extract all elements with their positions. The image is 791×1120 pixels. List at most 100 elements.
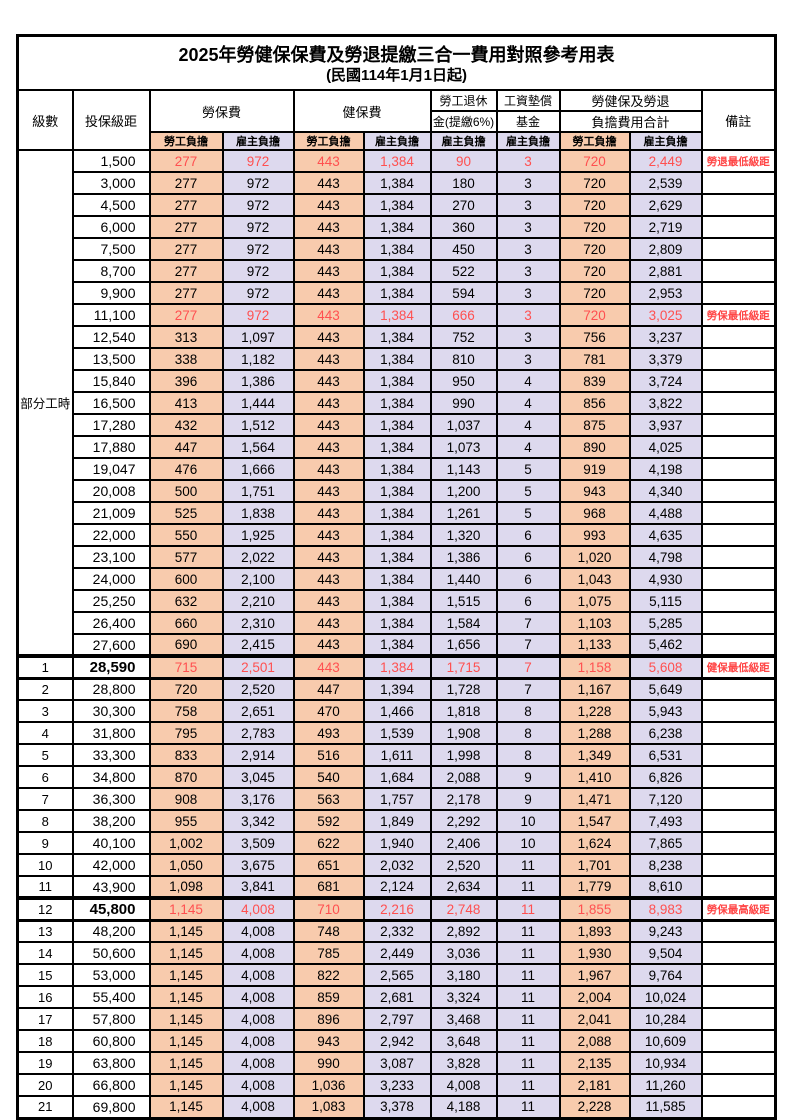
- remark-cell: [700, 875, 777, 899]
- table-row: 12,540 313 1,097 443 1,384 752 3 756 3,237: [18, 325, 777, 349]
- total-employee-cell: 1,893: [558, 919, 631, 943]
- remark-cell: [700, 985, 777, 1009]
- labor-employee-cell: 660: [148, 611, 224, 635]
- health-employee-cell: 563: [292, 787, 365, 811]
- pension-employer-cell: 1,261: [429, 501, 498, 525]
- remark-cell: [700, 699, 777, 723]
- wage-fund-employer-cell: 3: [495, 281, 561, 305]
- labor-employee-cell: 632: [148, 589, 224, 613]
- labor-employer-cell: 3,841: [221, 875, 295, 899]
- salary-bracket-cell: 13,500: [71, 347, 151, 371]
- wage-fund-employer-cell: 5: [495, 479, 561, 503]
- salary-bracket-cell: 30,300: [71, 699, 151, 723]
- health-employer-cell: 1,384: [362, 523, 432, 547]
- salary-bracket-cell: 26,400: [71, 611, 151, 635]
- salary-bracket-cell: 36,300: [71, 787, 151, 811]
- labor-employee-cell: 1,145: [148, 985, 224, 1009]
- wage-fund-employer-cell: 6: [495, 545, 561, 569]
- table-row: 3 30,300 758 2,651 470 1,466 1,818 8 1,228 5,943: [16, 699, 777, 723]
- remark-cell: [700, 325, 777, 349]
- total-employee-cell: 2,181: [558, 1073, 631, 1097]
- pension-employer-cell: 810: [429, 347, 498, 371]
- labor-employee-cell: 955: [148, 809, 224, 833]
- total-employee-cell: 720: [558, 303, 631, 327]
- labor-employee-cell: 795: [148, 721, 224, 745]
- labor-employee-cell: 715: [148, 654, 224, 680]
- total-employee-cell: 1,288: [558, 721, 631, 745]
- salary-bracket-cell: 3,000: [71, 171, 151, 195]
- level-cell: 7: [16, 787, 74, 811]
- health-employee-cell: 592: [292, 809, 365, 833]
- salary-bracket-cell: 43,900: [71, 875, 151, 899]
- labor-employer-cell: 972: [221, 281, 295, 305]
- total-employer-cell: 2,881: [628, 259, 703, 283]
- health-employee-cell: 443: [292, 589, 365, 613]
- salary-bracket-cell: 21,009: [71, 501, 151, 525]
- pension-employer-cell: 2,406: [429, 831, 498, 855]
- pension-employer-cell: 2,892: [429, 919, 498, 943]
- salary-bracket-cell: 55,400: [71, 985, 151, 1009]
- health-employee-cell: 443: [292, 457, 365, 481]
- total-employee-cell: 1,930: [558, 941, 631, 965]
- salary-bracket-cell: 57,800: [71, 1007, 151, 1031]
- health-employer-cell: 1,757: [362, 787, 432, 811]
- health-employer-cell: 1,849: [362, 809, 432, 833]
- salary-bracket-cell: 8,700: [71, 259, 151, 283]
- salary-bracket-cell: 38,200: [71, 809, 151, 833]
- total-employee-cell: 2,004: [558, 985, 631, 1009]
- total-employer-cell: 10,609: [628, 1029, 703, 1053]
- wage-fund-employer-cell: 7: [495, 654, 561, 680]
- total-employer-cell: 5,462: [628, 633, 703, 657]
- remark-cell: [700, 193, 777, 217]
- total-employer-cell: 6,531: [628, 743, 703, 767]
- level-cell: 12: [16, 896, 74, 922]
- labor-employee-cell: 758: [148, 699, 224, 723]
- salary-bracket-cell: 22,000: [71, 523, 151, 547]
- health-employee-cell: 443: [292, 633, 365, 657]
- health-employer-cell: 2,032: [362, 853, 432, 877]
- wage-fund-employer-cell: 8: [495, 699, 561, 723]
- total-employee-cell: 720: [558, 259, 631, 283]
- pension-employer-cell: 1,584: [429, 611, 498, 635]
- labor-employee-cell: 1,145: [148, 1095, 224, 1119]
- table-row: 5 33,300 833 2,914 516 1,611 1,998 8 1,349 6,531: [16, 743, 777, 767]
- level-cell: 15: [16, 963, 74, 987]
- wage-fund-employer-cell: 11: [495, 1007, 561, 1031]
- total-employee-cell: 1,228: [558, 699, 631, 723]
- level-cell: 10: [16, 853, 74, 877]
- labor-employee-cell: 396: [148, 369, 224, 393]
- labor-employee-cell: 1,050: [148, 853, 224, 877]
- labor-employer-cell: 2,310: [221, 611, 295, 635]
- table-row: 17 57,800 1,145 4,008 896 2,797 3,468 11 2,041 10…: [16, 1007, 777, 1031]
- health-employee-cell: 493: [292, 721, 365, 745]
- health-employer-cell: 1,384: [362, 654, 432, 680]
- total-employee-cell: 1,167: [558, 677, 631, 701]
- total-employer-cell: 5,649: [628, 677, 703, 701]
- table-row: 6,000 277 972 443 1,384 360 3 720 2,719: [18, 215, 777, 239]
- pension-employer-cell: 950: [429, 369, 498, 393]
- labor-employee-cell: 313: [148, 325, 224, 349]
- remark-cell: [700, 215, 777, 239]
- salary-bracket-cell: 25,250: [71, 589, 151, 613]
- health-employer-cell: 3,087: [362, 1051, 432, 1075]
- subheader-health-employer: 雇主負擔: [362, 131, 432, 151]
- labor-employer-cell: 4,008: [221, 1073, 295, 1097]
- labor-employee-cell: 600: [148, 567, 224, 591]
- salary-bracket-cell: 17,280: [71, 413, 151, 437]
- labor-employer-cell: 4,008: [221, 963, 295, 987]
- remark-cell: [700, 479, 777, 503]
- pension-employer-cell: 3,324: [429, 985, 498, 1009]
- total-employer-cell: 2,719: [628, 215, 703, 239]
- remark-cell: [700, 1073, 777, 1097]
- health-employer-cell: 1,384: [362, 237, 432, 261]
- col-header-total-line2: 負擔費用合計: [558, 110, 703, 133]
- salary-bracket-cell: 20,008: [71, 479, 151, 503]
- health-employer-cell: 1,384: [362, 611, 432, 635]
- total-employee-cell: 756: [558, 325, 631, 349]
- remark-cell: [700, 347, 777, 371]
- total-employer-cell: 4,635: [628, 523, 703, 547]
- health-employer-cell: 3,378: [362, 1095, 432, 1119]
- remark-cell: [700, 633, 777, 657]
- table-row: 17,880 447 1,564 443 1,384 1,073 4 890 4,025: [18, 435, 777, 459]
- labor-employee-cell: 277: [148, 215, 224, 239]
